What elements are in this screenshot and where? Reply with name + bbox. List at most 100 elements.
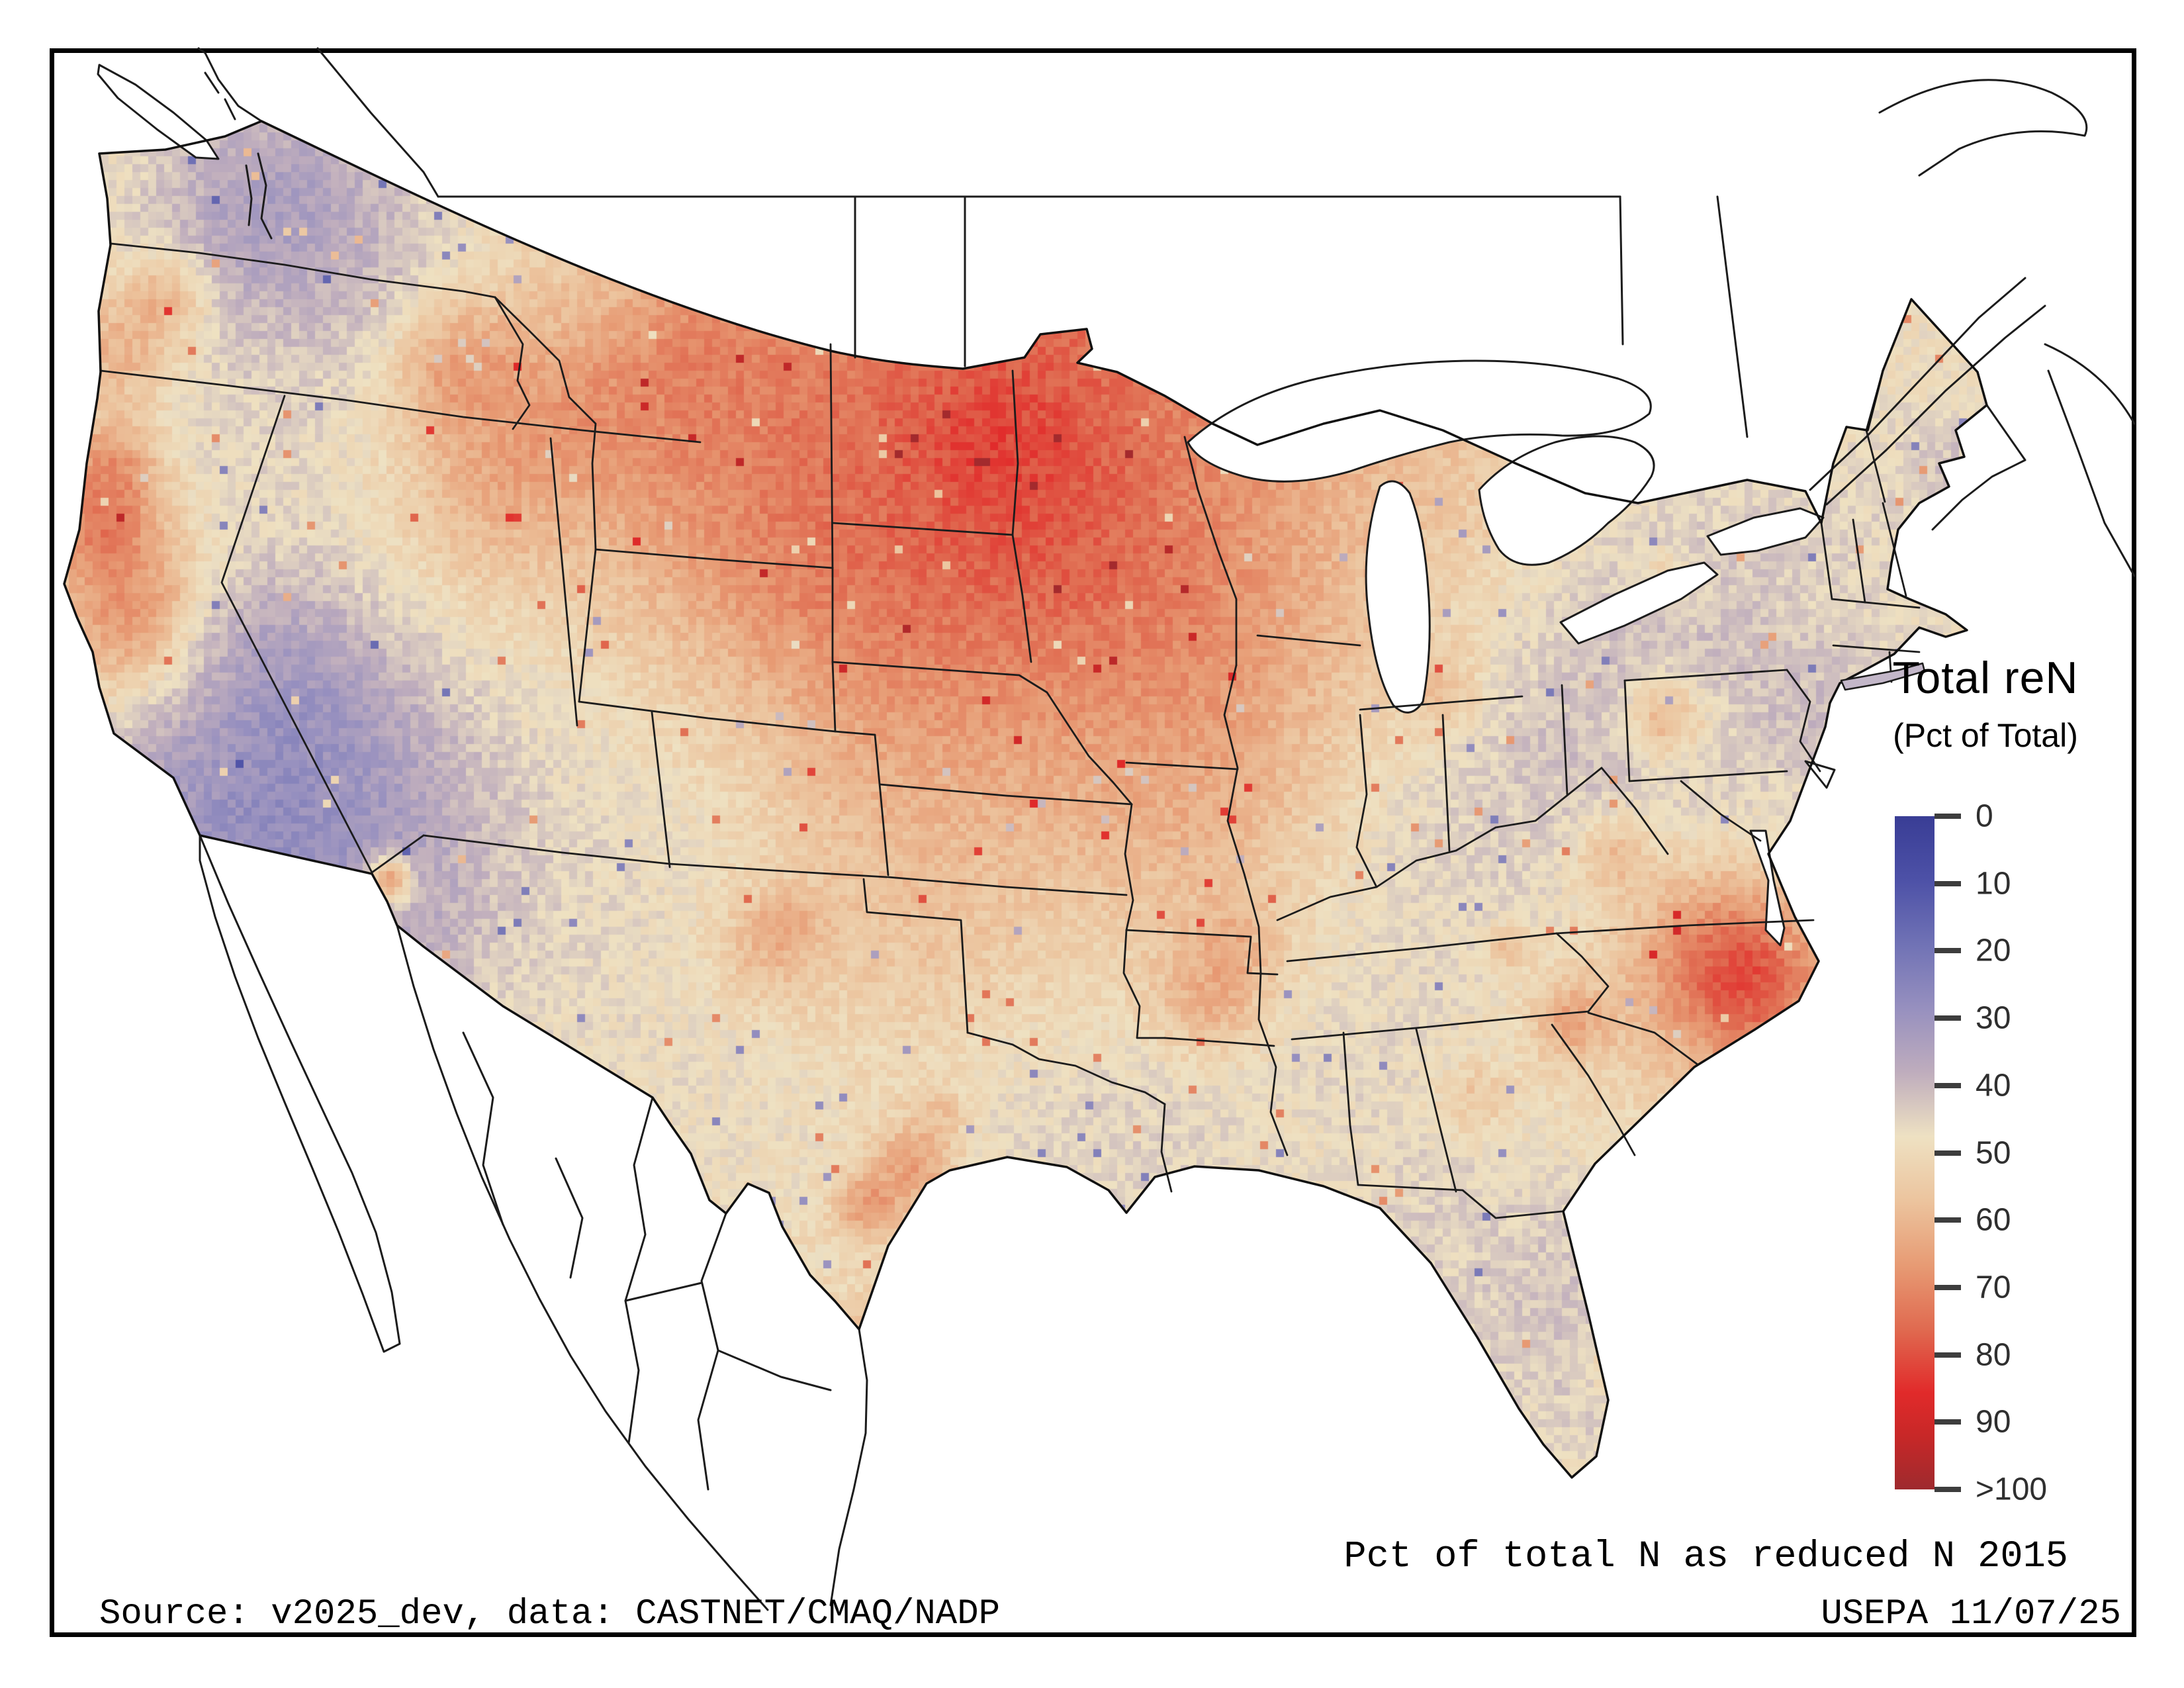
canada-mexico-boundary bbox=[1716, 195, 1749, 438]
colorbar-tick-mark bbox=[1934, 1419, 1961, 1425]
canada-mexico-boundary bbox=[1809, 277, 2026, 491]
canada-mexico-boundary bbox=[199, 834, 401, 1353]
great-lake-shape bbox=[1365, 480, 1431, 714]
state-border bbox=[1125, 929, 1279, 976]
state-border bbox=[831, 522, 1014, 536]
state-border bbox=[1441, 714, 1451, 852]
great-lake-shape bbox=[1559, 561, 1719, 645]
state-border bbox=[1623, 679, 1631, 782]
canada-mexico-boundary bbox=[197, 47, 263, 122]
canada-mexico-boundary bbox=[97, 64, 220, 160]
state-border bbox=[494, 296, 531, 430]
canada-mexico-boundary bbox=[316, 47, 439, 198]
canada-mexico-boundary bbox=[204, 71, 220, 94]
long-island bbox=[1840, 662, 1926, 691]
colorbar-tick-mark bbox=[1934, 1284, 1961, 1290]
canada-mexico-boundary bbox=[1619, 195, 1624, 346]
state-border bbox=[1555, 932, 1610, 1013]
state-border bbox=[862, 878, 969, 1034]
colorbar-tick-mark bbox=[1934, 814, 1961, 819]
state-border bbox=[1163, 1037, 1275, 1047]
state-border bbox=[1786, 669, 1821, 773]
state-border bbox=[1011, 534, 1032, 663]
state-border bbox=[831, 661, 1133, 806]
state-border bbox=[1286, 932, 1558, 962]
state-border bbox=[1291, 1010, 1590, 1041]
state-border bbox=[1160, 1103, 1173, 1193]
source-line: Source: v2025_dev, data: CASTNET/CMAQ/NA… bbox=[99, 1594, 1001, 1634]
state-border bbox=[1415, 1028, 1457, 1193]
state-border bbox=[1561, 684, 1569, 796]
legend-subtitle: (Pct of Total) bbox=[1893, 717, 2078, 754]
state-border bbox=[1276, 767, 1603, 921]
canada-mexico-boundary bbox=[2044, 343, 2136, 425]
colorbar-tick-mark bbox=[1934, 1150, 1961, 1156]
state-border bbox=[1600, 767, 1669, 855]
colorbar-tick-mark bbox=[1934, 1352, 1961, 1358]
colorbar-gradient bbox=[1895, 816, 1934, 1489]
state-border bbox=[1355, 714, 1378, 888]
state-border bbox=[594, 548, 834, 569]
canada-mexico-boundary bbox=[2047, 369, 2136, 577]
state-border bbox=[1342, 1031, 1359, 1186]
colorbar-tick-label: 50 bbox=[1976, 1135, 2011, 1170]
canada-mexico-boundary bbox=[624, 1282, 703, 1302]
state-border bbox=[371, 834, 425, 874]
canada-mexico-boundary bbox=[1931, 404, 2026, 531]
canada-mexico-boundary bbox=[624, 1096, 654, 1444]
legend-title: Total reN bbox=[1892, 653, 2079, 703]
colorbar-tick-label: 40 bbox=[1976, 1068, 2011, 1103]
chart-caption: Pct of total N as reduced N 2015 bbox=[1343, 1536, 2068, 1578]
state-border bbox=[1628, 770, 1788, 782]
great-lake-shape bbox=[1478, 435, 1655, 566]
puget-sound-inlet bbox=[245, 164, 253, 226]
state-border bbox=[1223, 664, 1289, 1156]
state-border bbox=[1680, 780, 1762, 842]
state-border bbox=[1831, 598, 1921, 609]
canada-mexico-boundary bbox=[555, 1157, 584, 1279]
state-border bbox=[651, 711, 671, 868]
colorbar-tick-label: 30 bbox=[1976, 1000, 2011, 1036]
puget-sound-inlet bbox=[257, 152, 273, 240]
colorbar-tick-label: 80 bbox=[1976, 1337, 2011, 1373]
canada-mexico-boundary bbox=[1825, 305, 2046, 506]
state-border bbox=[1623, 669, 1788, 682]
colorbar-tick-mark bbox=[1934, 1487, 1961, 1492]
state-border bbox=[578, 548, 597, 703]
colorbar-tick-mark bbox=[1934, 1082, 1961, 1088]
state-border bbox=[1832, 644, 1921, 653]
state-border bbox=[1011, 369, 1019, 536]
state-border bbox=[829, 343, 834, 569]
colorbar-tick-label: >100 bbox=[1976, 1472, 2048, 1507]
state-border bbox=[1910, 298, 1988, 406]
state-border bbox=[1124, 803, 1134, 931]
colorbar-tick-mark bbox=[1934, 948, 1961, 954]
state-border bbox=[1125, 761, 1239, 771]
state-border bbox=[1587, 1011, 1699, 1066]
state-border bbox=[549, 437, 578, 727]
state-border bbox=[1865, 298, 1913, 503]
agency-date-stamp: USEPA 11/07/25 bbox=[1821, 1594, 2121, 1634]
great-lake-shape bbox=[1706, 507, 1825, 556]
canada-mexico-boundary bbox=[396, 924, 769, 1611]
state-border bbox=[1357, 1184, 1563, 1219]
state-border bbox=[99, 369, 702, 444]
canada-mexico-boundary bbox=[224, 98, 236, 120]
colorbar-tick-mark bbox=[1934, 1217, 1961, 1223]
state-border bbox=[887, 876, 1128, 896]
colorbar-tick-label: 70 bbox=[1976, 1270, 2011, 1305]
state-border bbox=[874, 733, 889, 876]
state-border bbox=[879, 783, 1133, 806]
colorbar-tick-label: 0 bbox=[1976, 798, 1993, 834]
colorbar-tick-label: 60 bbox=[1976, 1202, 2011, 1238]
canada-mexico-boundary bbox=[829, 1328, 868, 1607]
colorbar-tick-label: 20 bbox=[1976, 933, 2011, 968]
state-border bbox=[220, 395, 373, 874]
great-lake-shape bbox=[1804, 760, 1836, 789]
great-lake-shape bbox=[1749, 829, 1786, 947]
colorbar-tick-mark bbox=[1934, 1015, 1961, 1021]
great-lake-shape bbox=[1187, 359, 1652, 483]
state-border bbox=[1555, 919, 1815, 935]
